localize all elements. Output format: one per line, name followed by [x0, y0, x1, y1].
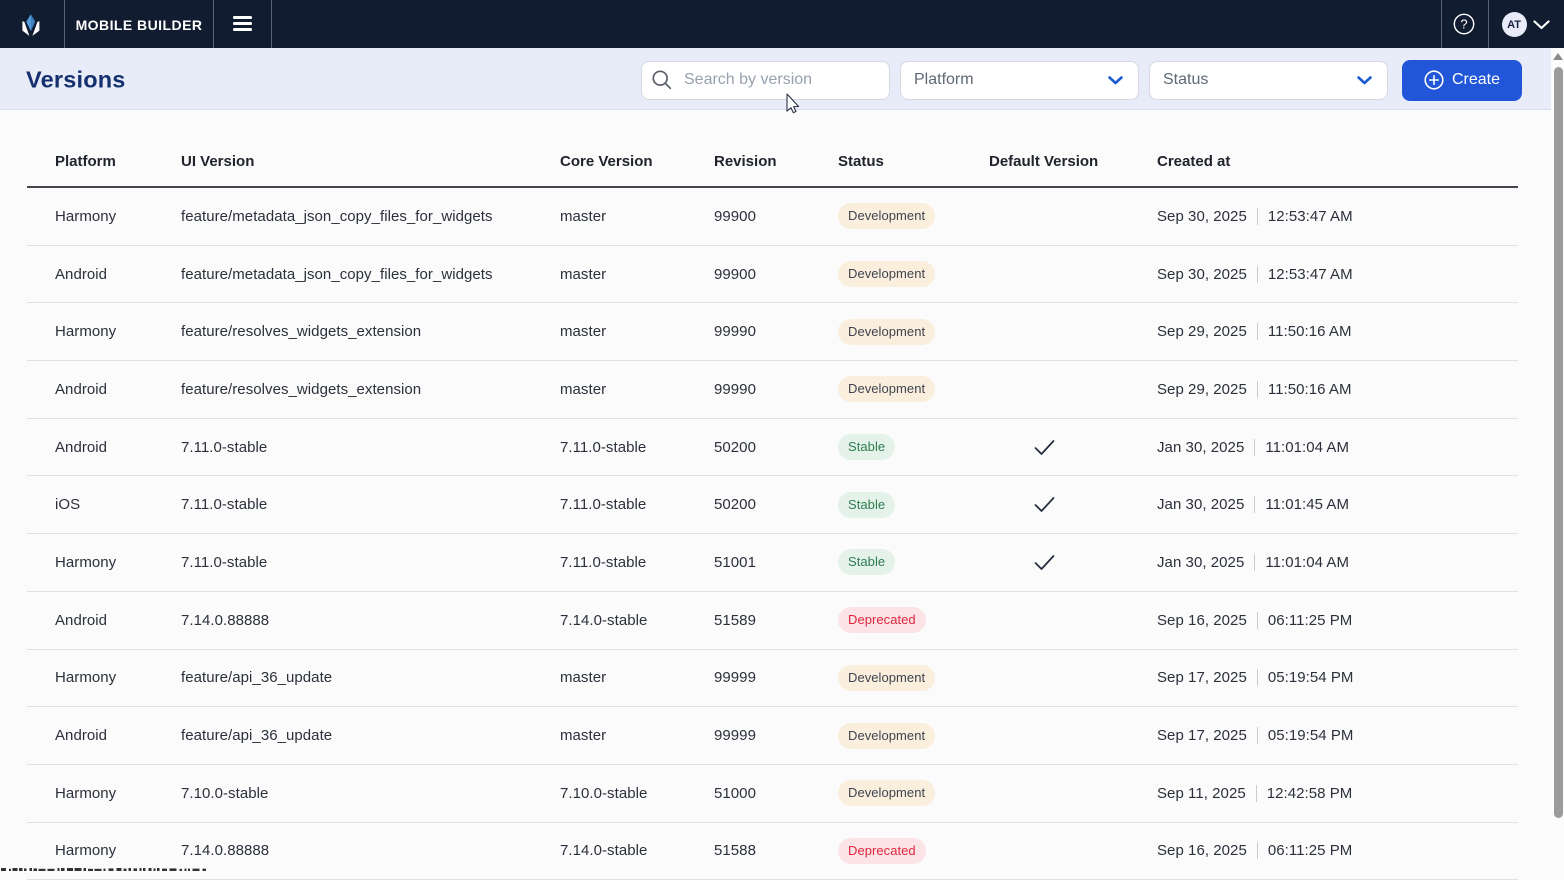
svg-text:?: ? [1460, 17, 1467, 32]
